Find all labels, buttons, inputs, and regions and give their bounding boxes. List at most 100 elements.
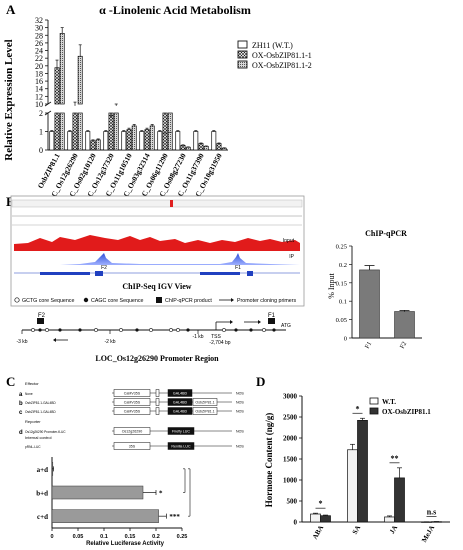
construct-name: None (25, 392, 33, 396)
bar (203, 145, 209, 151)
igv-position-marker (170, 200, 173, 207)
promoter-sites (31, 328, 276, 332)
y-tick-label: 0.15 (336, 280, 347, 287)
y-tick-label: 0 (344, 336, 347, 343)
bar (59, 112, 65, 151)
bar (139, 131, 145, 151)
chip-qpcr-title: ChIP-qPCR (365, 229, 407, 238)
panel-a-ylabel: Relative Expression Level (3, 39, 15, 160)
sig-label: ** (391, 454, 399, 463)
y-tick-label: 1 (39, 128, 43, 137)
construct-part-label: OsbZIP81.1 (195, 410, 214, 414)
bar (126, 129, 132, 151)
construct-part-label: 35S (129, 445, 136, 449)
y-tick-label: 26 (35, 39, 43, 48)
construct-box (113, 389, 151, 397)
panel-d-ylabel: Hormone Content (ng/g) (264, 413, 274, 508)
gctg-site (176, 328, 180, 332)
bar (103, 131, 109, 151)
tick-2704bp: -2,704 bp (209, 340, 230, 346)
internal-header: Internal control (25, 435, 52, 440)
y-tick-label: 0.2 (339, 262, 347, 269)
construct-letter: d (19, 430, 23, 436)
x-tick-label: ABA (311, 524, 325, 541)
bar (162, 112, 168, 151)
cagc-site (38, 328, 42, 332)
cagc-site (78, 328, 82, 332)
bar (347, 449, 358, 523)
y-tick-label: 0.05 (336, 317, 347, 324)
bar (72, 112, 78, 151)
legend-a-ox2: OX-OsbZIP81.1-2 (252, 61, 312, 70)
bar (59, 33, 65, 105)
sig-label: *** (169, 513, 180, 521)
bar (167, 112, 173, 151)
bar (95, 139, 101, 151)
construct-terminator: NOS (236, 392, 244, 396)
y-tick-label: c+d (37, 513, 48, 521)
construct-name: pRNL-LUC (25, 445, 41, 449)
sig-label: n.s (427, 508, 437, 517)
x-tick-label: 0.15 (125, 534, 136, 540)
x-tick-label: 0.1 (100, 534, 108, 540)
y-tick-label: b+d (36, 490, 48, 498)
tick-3kb: -3 kb (16, 339, 27, 345)
construct-box (113, 398, 151, 406)
y-tick-label: 10 (35, 100, 43, 109)
luc-xlabel: Relative Luciferase Activity (86, 541, 164, 547)
x-tick-label: JA (388, 524, 399, 535)
bar (90, 140, 96, 151)
construct-terminator: NOS (236, 410, 244, 414)
bar (310, 513, 321, 523)
y-tick-label: 22 (35, 54, 43, 63)
construct-box (113, 407, 151, 415)
y-tick-label: 2500 (283, 414, 298, 422)
bar (54, 112, 60, 151)
y-tick-label: 0.25 (336, 244, 347, 251)
construct-name: OsbZIP81.1-GAL4BD (25, 410, 56, 414)
tick-2kb: -2 kb (104, 339, 115, 345)
tick-atg: ATG (281, 323, 291, 329)
y-tick-label: 12 (35, 92, 43, 101)
construct-name: Os12g26290 Promoter-fLUC (25, 430, 66, 434)
x-tick-label: 0 (50, 534, 53, 540)
construct-part-label: Os12g26290 (122, 430, 143, 434)
bar (77, 55, 83, 105)
construct-box (192, 407, 218, 415)
construct-box (155, 407, 160, 415)
x-tick-label: 0.25 (177, 534, 188, 540)
construct-box (113, 442, 151, 450)
construct-letter: b (19, 401, 23, 407)
bar (108, 112, 114, 151)
legend-d-ox: OX-OsbZIP81.1 (382, 408, 431, 416)
y-tick-label: 20 (35, 62, 43, 71)
bar (131, 125, 137, 151)
y-tick-label: 1500 (283, 456, 298, 464)
construct-box (167, 442, 195, 450)
promoter-legend: GCTG core Sequence CAGC core Sequence Ch… (14, 297, 297, 304)
promoter-title: LOC_Os12g26290 Promoter Region (95, 354, 219, 363)
construct-part-label: CaMV35S (124, 410, 141, 414)
y-tick-label: 0 (39, 146, 43, 155)
y-tick-label: 2 (39, 109, 43, 118)
fragment-f2: F2 (38, 313, 46, 319)
sig-label: * (319, 499, 323, 508)
panel-a-title: α -Linolenic Acid Metabolism (99, 3, 251, 17)
x-tick-label: 0.2 (152, 534, 160, 540)
igv-peak-f1: F1 (235, 265, 241, 271)
bar (85, 131, 91, 151)
bar (113, 112, 119, 151)
legend-chip-product: ChIP-qPCR product (165, 298, 212, 304)
tick-1kb: -1 kb (192, 334, 203, 340)
panel-c-label: C (6, 374, 15, 389)
gctg-site (119, 328, 123, 332)
construct-box (167, 398, 193, 406)
construct-terminator: NOS (236, 401, 244, 405)
bar (67, 131, 73, 151)
construct-part-label: CaMV35S (124, 392, 141, 396)
construct-terminator: NOS (236, 445, 244, 449)
legend-gctg: GCTG core Sequence (22, 298, 74, 304)
construct-part-label: CaMV35S (124, 401, 141, 405)
x-tick-label: F1 (364, 341, 373, 350)
bar (320, 515, 331, 523)
